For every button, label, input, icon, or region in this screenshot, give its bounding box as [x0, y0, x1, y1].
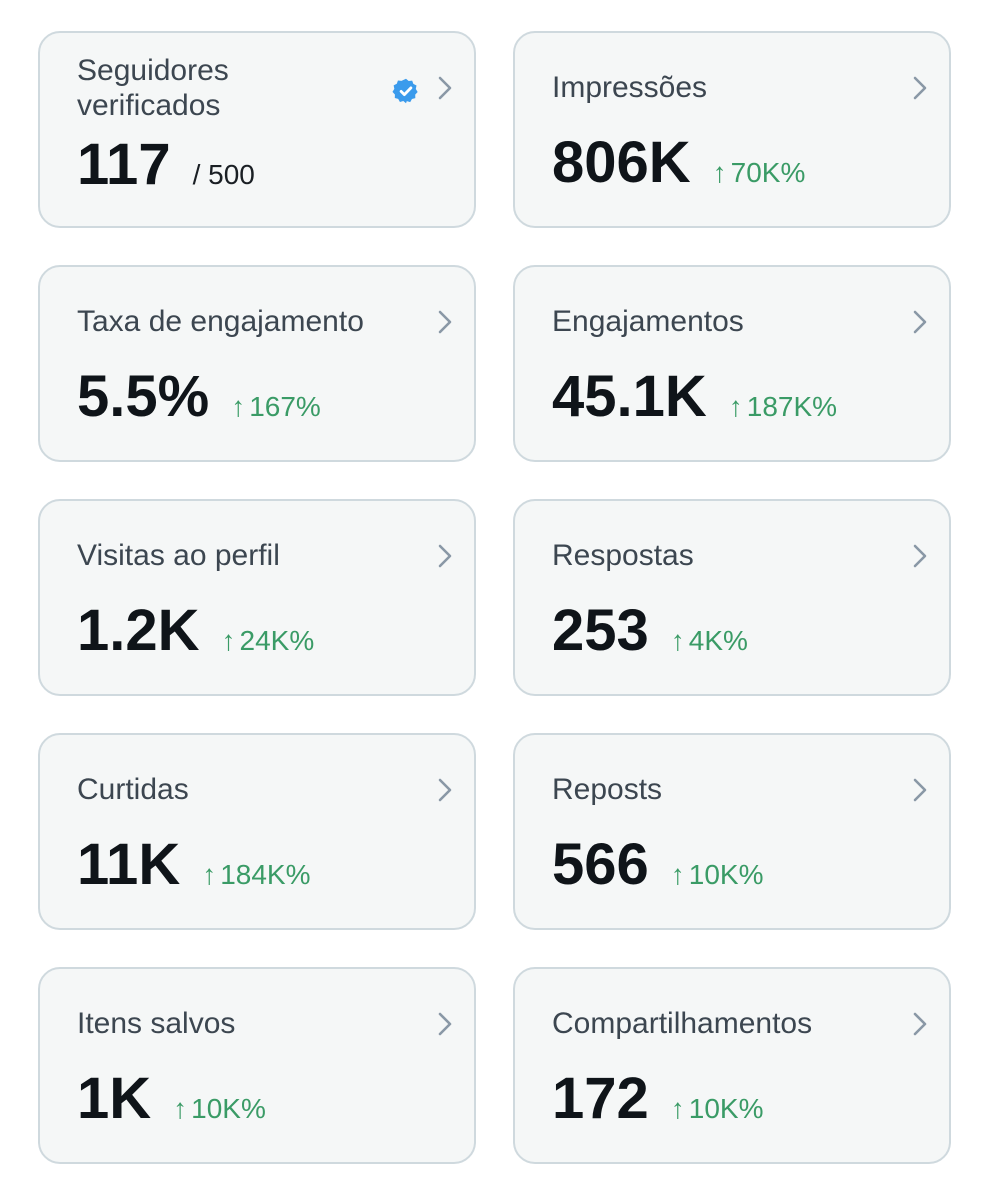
metric-change-value: 10K% — [688, 1093, 764, 1124]
metric-change: ↑ 24K% — [222, 625, 315, 657]
arrow-up-icon: ↑ — [231, 391, 246, 422]
metric-change-value: 167% — [249, 391, 321, 422]
value-row: 45.1K ↑ 187K% — [552, 365, 837, 429]
card-title: Curtidas — [77, 773, 189, 806]
card-shares[interactable]: Compartilhamentos 172 ↑ 10K% — [513, 967, 951, 1164]
metric-change: ↑ 10K% — [671, 859, 764, 891]
metric-change: ↑ 187K% — [729, 391, 837, 423]
metric-value: 5.5% — [77, 364, 210, 429]
metric-value: 117 — [77, 132, 171, 197]
card-title: Itens salvos — [77, 1007, 236, 1040]
metric-value: 806K — [552, 130, 691, 195]
metric-change: ↑ 167% — [231, 391, 321, 423]
card-saved-items[interactable]: Itens salvos 1K ↑ 10K% — [38, 967, 476, 1164]
card-title: Seguidores verificados — [77, 54, 229, 122]
card-title: Reposts — [552, 773, 663, 806]
value-row: 172 ↑ 10K% — [552, 1067, 764, 1131]
card-title: Impressões — [552, 71, 708, 104]
card-impressions[interactable]: Impressões 806K ↑ 70K% — [513, 31, 951, 228]
arrow-up-icon: ↑ — [221, 625, 236, 656]
chevron-right-icon[interactable] — [434, 541, 456, 571]
arrow-up-icon: ↑ — [712, 157, 727, 188]
metric-value: 566 — [552, 832, 649, 897]
card-title: Respostas — [552, 539, 694, 572]
chevron-right-icon[interactable] — [909, 307, 931, 337]
metric-change: ↑ 10K% — [671, 1093, 764, 1125]
chevron-right-icon[interactable] — [434, 1009, 456, 1039]
metric-change-value: 10K% — [688, 859, 764, 890]
card-engagements[interactable]: Engajamentos 45.1K ↑ 187K% — [513, 265, 951, 462]
metric-change: ↑ 70K% — [713, 157, 806, 189]
chevron-right-icon[interactable] — [909, 775, 931, 805]
metric-value: 1K — [77, 1066, 152, 1131]
card-title: Visitas ao perfil — [77, 539, 280, 572]
value-row: 253 ↑ 4K% — [552, 599, 748, 663]
card-engagement-rate[interactable]: Taxa de engajamento 5.5% ↑ 167% — [38, 265, 476, 462]
metric-change-value: 4K% — [688, 625, 748, 656]
chevron-right-icon[interactable] — [434, 73, 456, 103]
value-row: 566 ↑ 10K% — [552, 833, 764, 897]
metric-value: 1.2K — [77, 598, 200, 663]
card-profile-visits[interactable]: Visitas ao perfil 1.2K ↑ 24K% — [38, 499, 476, 696]
chevron-right-icon[interactable] — [909, 1009, 931, 1039]
metric-change-value: 24K% — [239, 625, 315, 656]
value-row: 117 / 500 — [77, 133, 255, 197]
metric-change: ↑ 4K% — [671, 625, 748, 657]
value-row: 1.2K ↑ 24K% — [77, 599, 314, 663]
arrow-up-icon: ↑ — [173, 1093, 188, 1124]
metric-total: / 500 — [192, 159, 255, 190]
metrics-grid: Seguidores verificados 117 / 500 Impress… — [38, 31, 951, 1164]
card-reposts[interactable]: Reposts 566 ↑ 10K% — [513, 733, 951, 930]
value-row: 1K ↑ 10K% — [77, 1067, 266, 1131]
value-row: 806K ↑ 70K% — [552, 131, 805, 195]
arrow-up-icon: ↑ — [670, 859, 685, 890]
metric-change-value: 187K% — [746, 391, 838, 422]
verified-badge-icon — [392, 77, 420, 105]
metric-value: 45.1K — [552, 364, 707, 429]
chevron-right-icon[interactable] — [434, 307, 456, 337]
metric-change: ↑ 184K% — [202, 859, 310, 891]
value-row: 5.5% ↑ 167% — [77, 365, 321, 429]
metric-change-value: 184K% — [220, 859, 311, 890]
value-row: 11K ↑ 184K% — [77, 833, 311, 897]
card-likes[interactable]: Curtidas 11K ↑ 184K% — [38, 733, 476, 930]
metric-change-value: 70K% — [730, 157, 806, 188]
chevron-right-icon[interactable] — [434, 775, 456, 805]
metric-change: ↑ 10K% — [173, 1093, 266, 1125]
card-title: Taxa de engajamento — [77, 305, 364, 338]
chevron-right-icon[interactable] — [909, 73, 931, 103]
arrow-up-icon: ↑ — [202, 859, 217, 890]
metric-value: 11K — [77, 832, 181, 897]
arrow-up-icon: ↑ — [670, 1093, 685, 1124]
metric-change-value: 10K% — [191, 1093, 266, 1124]
card-title: Compartilhamentos — [552, 1007, 813, 1040]
card-verified-followers[interactable]: Seguidores verificados 117 / 500 — [38, 31, 476, 228]
arrow-up-icon: ↑ — [728, 391, 743, 422]
arrow-up-icon: ↑ — [670, 625, 685, 656]
metric-value: 172 — [552, 1066, 649, 1131]
card-title: Engajamentos — [552, 305, 744, 338]
chevron-right-icon[interactable] — [909, 541, 931, 571]
card-replies[interactable]: Respostas 253 ↑ 4K% — [513, 499, 951, 696]
metric-value: 253 — [552, 598, 649, 663]
